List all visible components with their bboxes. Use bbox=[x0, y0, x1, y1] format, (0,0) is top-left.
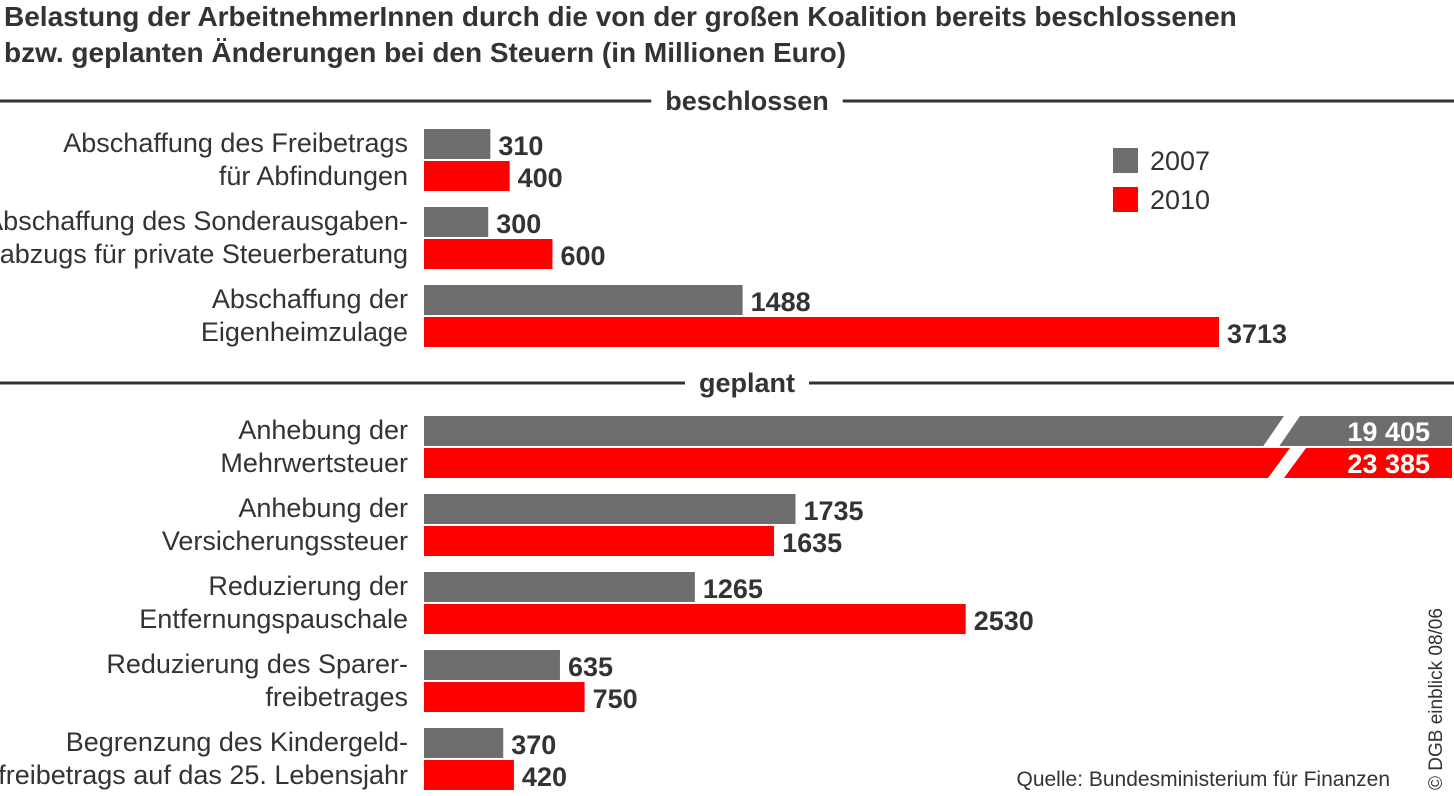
data-label: 23 385 bbox=[1347, 449, 1430, 479]
legend-label-2010: 2010 bbox=[1150, 185, 1210, 215]
bar-2010 bbox=[424, 317, 1219, 347]
category-label: Begrenzung des Kindergeld- bbox=[66, 727, 408, 757]
data-label: 635 bbox=[568, 652, 613, 682]
bar-2007 bbox=[424, 572, 695, 602]
category-label: Anhebung der bbox=[238, 415, 408, 445]
data-label: 300 bbox=[496, 209, 541, 239]
section-heading-1: geplant bbox=[699, 368, 795, 398]
bar-2007 bbox=[424, 650, 560, 680]
category-label: Reduzierung des Sparer- bbox=[106, 649, 408, 679]
bar-2010 bbox=[424, 161, 510, 191]
legend-label-2007: 2007 bbox=[1150, 146, 1210, 176]
bar-2010 bbox=[424, 526, 775, 556]
data-label: 2530 bbox=[974, 606, 1034, 636]
source-note: Quelle: Bundesministerium für Finanzen bbox=[1016, 768, 1390, 791]
section-heading-0: beschlossen bbox=[665, 86, 829, 116]
legend: 2007 2010 bbox=[1113, 146, 1210, 215]
category-label: Entfernungspauschale bbox=[139, 604, 408, 634]
category-label: Abschaffung des Freibetrags bbox=[63, 128, 408, 158]
bar-2007 bbox=[424, 207, 489, 237]
bar-2010 bbox=[424, 239, 553, 269]
data-label: 370 bbox=[511, 730, 556, 760]
data-label: 400 bbox=[518, 163, 563, 193]
category-label: Abschaffung der bbox=[212, 284, 408, 314]
category-label: für Abfindungen bbox=[219, 161, 408, 191]
category-label: freibetrags auf das 25. Lebensjahr bbox=[0, 760, 408, 790]
category-label: Mehrwertsteuer bbox=[220, 448, 408, 478]
category-label: Versicherungssteuer bbox=[162, 526, 408, 556]
bar-2007 bbox=[424, 285, 743, 315]
bar-2010 bbox=[424, 604, 966, 634]
bar-2010 bbox=[424, 682, 585, 712]
data-label: 1635 bbox=[782, 528, 842, 558]
data-label: 750 bbox=[593, 684, 638, 714]
category-label: Abschaffung des Sonderausgaben- bbox=[0, 206, 408, 236]
data-label: 1488 bbox=[751, 287, 811, 317]
category-label: Eigenheimzulage bbox=[201, 317, 408, 347]
category-label: freibetrages bbox=[265, 682, 408, 712]
chart-title-line-1: Belastung der ArbeitnehmerInnen durch di… bbox=[4, 1, 1237, 32]
data-label: 1735 bbox=[803, 496, 863, 526]
data-label: 3713 bbox=[1227, 319, 1287, 349]
data-label: 1265 bbox=[703, 574, 763, 604]
category-label: Reduzierung der bbox=[208, 571, 408, 601]
bar-2010 bbox=[424, 760, 514, 790]
bar-2007 bbox=[424, 728, 504, 758]
plot-area: beschlossen Abschaffung des Freibetragsfü… bbox=[0, 86, 1454, 792]
data-label: 310 bbox=[498, 131, 543, 161]
data-label: 600 bbox=[560, 241, 605, 271]
chart-title-line-2: bzw. geplanten Änderungen bei den Steuer… bbox=[4, 37, 846, 68]
axis-break-mark bbox=[1268, 448, 1306, 478]
credit-note: © DGB einblick 08/06 bbox=[1426, 608, 1447, 790]
bar-2007 bbox=[424, 494, 796, 524]
data-label: 19 405 bbox=[1347, 417, 1430, 447]
legend-swatch-2010 bbox=[1113, 187, 1138, 212]
axis-break-mark bbox=[1262, 416, 1300, 448]
bar-2007 bbox=[424, 416, 1452, 446]
legend-swatch-2007 bbox=[1113, 148, 1138, 173]
data-label: 420 bbox=[522, 762, 567, 792]
bar-2007 bbox=[424, 129, 491, 159]
category-label: Anhebung der bbox=[238, 493, 408, 523]
category-label: abzugs für private Steuerberatung bbox=[0, 239, 408, 269]
